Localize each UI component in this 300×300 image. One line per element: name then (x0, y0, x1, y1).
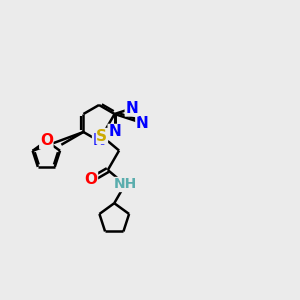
Text: S: S (96, 129, 107, 144)
Text: N: N (125, 101, 138, 116)
Text: N: N (136, 116, 149, 130)
Text: N: N (108, 124, 121, 140)
Text: NH: NH (113, 178, 137, 191)
Text: O: O (40, 133, 53, 148)
Text: O: O (84, 172, 98, 187)
Text: N: N (93, 134, 105, 148)
